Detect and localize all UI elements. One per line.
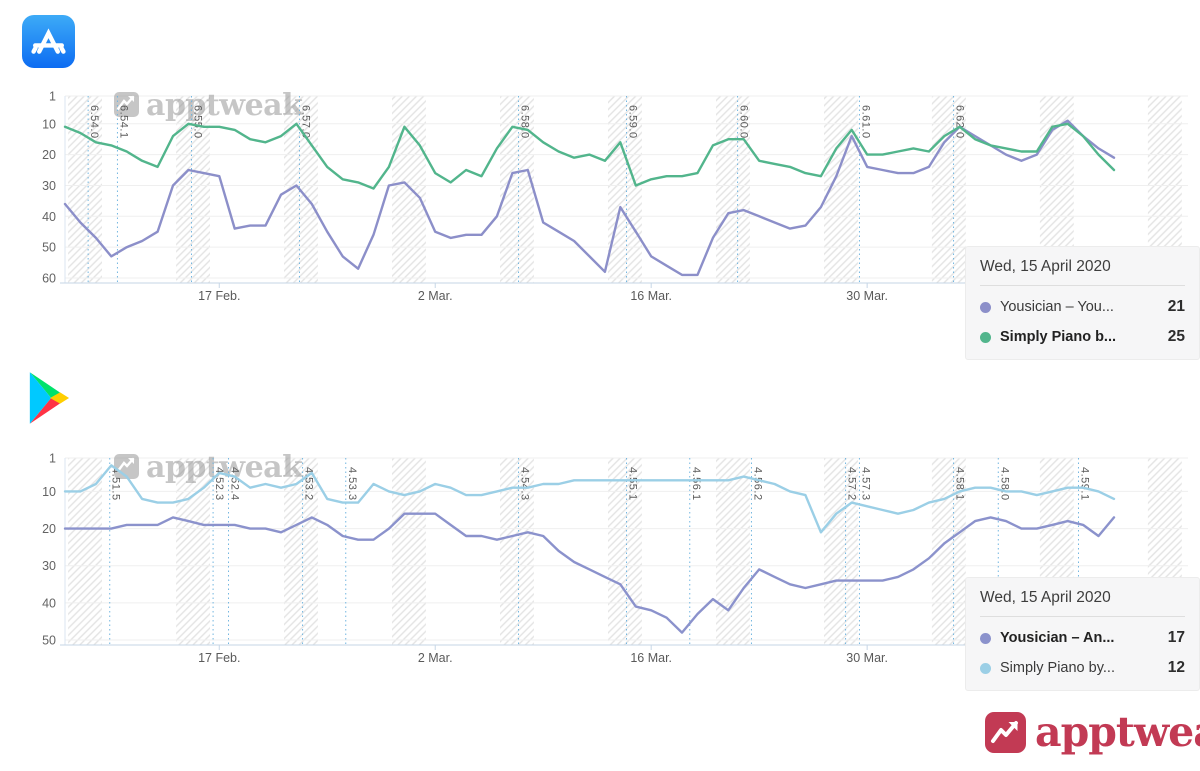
release-label: 4.56.1: [690, 467, 702, 501]
apptweak-logo-text: apptweak: [1035, 708, 1200, 756]
google-play-glyph: [29, 372, 70, 424]
x-tick-label: 17 Feb.: [198, 651, 240, 665]
y-tick-label: 10: [42, 117, 56, 131]
x-tick-label: 2 Mar.: [418, 651, 453, 665]
app-store-glyph: [31, 28, 66, 54]
y-tick-label: 1: [49, 90, 56, 104]
tooltip-row-yousician: Yousician – An... 17: [980, 629, 1185, 647]
x-tick-label: 30 Mar.: [846, 289, 888, 303]
app-store-icon: [22, 15, 75, 68]
weekend-band: [176, 458, 210, 645]
y-tick-label: 1: [49, 452, 56, 466]
release-label: 4.53.2: [303, 467, 315, 501]
series-label: Simply Piano b...: [1000, 329, 1117, 345]
y-tick-label: 30: [42, 559, 56, 573]
y-tick-label: 20: [42, 148, 56, 162]
release-label: 6.62.0: [954, 105, 966, 139]
release-label: 4.52.4: [229, 467, 241, 501]
series-label: Yousician – An...: [1000, 630, 1115, 646]
y-tick-label: 20: [42, 522, 56, 536]
weekend-band: [716, 96, 750, 283]
series-line-simply-piano[interactable]: [63, 464, 1116, 534]
weekend-band: [68, 458, 102, 645]
y-tick-label: 30: [42, 179, 56, 193]
series-line-yousician[interactable]: [63, 512, 1116, 634]
release-label: 4.55.1: [627, 467, 639, 501]
release-label: 4.51.5: [110, 467, 122, 501]
weekend-band: [392, 96, 426, 283]
tooltip-date: Wed, 15 April 2020: [980, 258, 1185, 286]
release-label: 6.54.0: [88, 105, 100, 139]
chart-google_play: 1 10 20 30 40 50 apptweak 17 Feb. 2 Mar. 16 Mar. 3…: [42, 450, 1190, 665]
release-label: 4.56.2: [751, 467, 763, 501]
series-label: Yousician – You...: [1000, 299, 1114, 315]
series-line-yousician[interactable]: [63, 119, 1116, 277]
tooltip-googleplay: Wed, 15 April 2020 Yousician – An... 17 …: [965, 577, 1200, 691]
series-value: 25: [1167, 328, 1185, 345]
release-label: 6.58.0: [519, 105, 531, 139]
series-dot-yousician-icon: [980, 301, 991, 313]
x-tick-label: 17 Feb.: [198, 289, 240, 303]
series-line-simply-piano[interactable]: [63, 122, 1116, 190]
y-tick-label: 40: [42, 596, 56, 610]
release-label: 6.60.0: [738, 105, 750, 139]
series-dot-yousician-icon: [980, 632, 991, 644]
series-dot-simply-piano-icon: [980, 662, 991, 674]
x-tick-label: 16 Mar.: [630, 289, 672, 303]
release-label: 4.54.3: [519, 467, 531, 501]
release-label: 6.59.0: [627, 105, 639, 139]
y-tick-label: 50: [42, 241, 56, 255]
apptweak-watermark: apptweak: [114, 88, 305, 123]
release-label: 4.58.0: [998, 467, 1010, 501]
google-play-icon: [22, 369, 78, 427]
tooltip-row-simply-piano: Simply Piano by... 12: [980, 659, 1185, 677]
weekend-band: [392, 458, 426, 645]
tooltip-row-simply-piano: Simply Piano b... 25: [980, 328, 1185, 346]
x-tick-label: 30 Mar.: [846, 651, 888, 665]
series-dot-simply-piano-icon: [980, 331, 991, 343]
weekend-band: [608, 458, 642, 645]
release-label: 6.54.1: [117, 105, 129, 139]
x-tick-label: 2 Mar.: [418, 289, 453, 303]
series-value: 12: [1167, 659, 1185, 676]
y-tick-label: 10: [42, 485, 56, 499]
apptweak-watermark: apptweak: [114, 450, 305, 485]
y-tick-label: 60: [42, 272, 56, 286]
apptweak-logo: apptweak: [985, 712, 1200, 753]
weekend-band: [716, 458, 750, 645]
apptweak-watermark-text: apptweak: [146, 450, 304, 485]
y-tick-label: 40: [42, 210, 56, 224]
weekend-band: [284, 458, 318, 645]
series-value: 17: [1167, 629, 1185, 646]
weekend-band: [824, 458, 858, 645]
tooltip-row-yousician: Yousician – You... 21: [980, 298, 1185, 316]
x-tick-label: 16 Mar.: [630, 651, 672, 665]
release-label: 4.53.3: [346, 467, 358, 501]
release-label: 6.57.0: [299, 105, 311, 139]
weekend-band: [68, 96, 102, 283]
apptweak-watermark-text: apptweak: [146, 88, 304, 123]
y-tick-label: 50: [42, 634, 56, 648]
release-label: 4.57.2: [846, 467, 858, 501]
series-value: 21: [1167, 298, 1185, 315]
release-label: 4.58.1: [954, 467, 966, 501]
release-label: 6.61.0: [859, 105, 871, 139]
release-label: 4.57.3: [859, 467, 871, 501]
tooltip-appstore: Wed, 15 April 2020 Yousician – You... 21…: [965, 246, 1200, 360]
weekend-band: [608, 96, 642, 283]
release-label: 4.59.1: [1078, 467, 1090, 501]
tooltip-date: Wed, 15 April 2020: [980, 589, 1185, 617]
series-label: Simply Piano by...: [1000, 660, 1115, 676]
release-label: 6.55.0: [191, 105, 203, 139]
apptweak-logo-icon: [985, 712, 1026, 753]
